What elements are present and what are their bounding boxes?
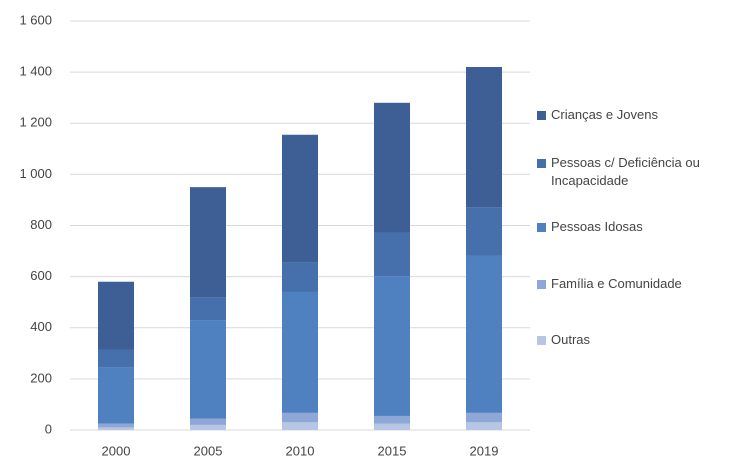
bar-segment — [466, 412, 502, 423]
y-tick-label: 800 — [30, 217, 52, 232]
y-tick-label: 400 — [30, 319, 52, 334]
x-tick-label: 2000 — [102, 443, 131, 458]
bar-segment — [282, 422, 318, 430]
legend-swatch — [537, 336, 546, 345]
legend-swatch — [537, 159, 546, 168]
legend-item: Família e Comunidade — [537, 275, 732, 293]
bar-segment — [282, 262, 318, 292]
legend-swatch — [537, 280, 546, 289]
bar-segment — [190, 187, 226, 298]
bar-segment — [466, 207, 502, 256]
bar-segment — [98, 349, 134, 368]
bar-segment — [282, 291, 318, 413]
x-tick-label: 2019 — [470, 443, 499, 458]
bar-segment — [190, 320, 226, 419]
legend-label: Crianças e Jovens — [551, 107, 658, 122]
legend-label: Pessoas c/ Deficiência ou Incapacidade — [551, 155, 700, 188]
bar-segment — [98, 281, 134, 350]
legend-label: Família e Comunidade — [551, 276, 682, 291]
bar-segment — [98, 423, 134, 428]
x-tick-label: 2015 — [378, 443, 407, 458]
legend-item: Pessoas c/ Deficiência ou Incapacidade — [537, 154, 732, 190]
bar-segment — [98, 367, 134, 424]
bar-segment — [190, 418, 226, 425]
bar-segment — [374, 232, 410, 277]
bar-segment — [466, 67, 502, 208]
legend-swatch — [537, 223, 546, 232]
y-tick-label: 0 — [45, 421, 52, 436]
bar-segment — [466, 255, 502, 413]
bar-segment — [466, 422, 502, 430]
y-tick-label: 600 — [30, 268, 52, 283]
legend-item: Outras — [537, 331, 732, 349]
legend-label: Pessoas Idosas — [551, 219, 643, 234]
legend-label: Outras — [551, 332, 591, 347]
y-tick-label: 1 600 — [19, 12, 52, 27]
y-tick-label: 1 400 — [19, 64, 52, 79]
bar-segment — [190, 424, 226, 430]
bar-segment — [282, 134, 318, 263]
x-tick-label: 2010 — [286, 443, 315, 458]
bar-segment — [190, 297, 226, 321]
bar-segment — [282, 412, 318, 423]
y-tick-label: 1 200 — [19, 115, 52, 130]
legend-item: Pessoas Idosas — [537, 218, 732, 236]
bar-segment — [374, 276, 410, 416]
bar-segment — [374, 102, 410, 233]
legend-swatch — [537, 111, 546, 120]
legend-item: Crianças e Jovens — [537, 106, 732, 124]
bar-segment — [374, 423, 410, 430]
bar-segment — [98, 427, 134, 430]
y-tick-label: 200 — [30, 370, 52, 385]
bar-segment — [374, 415, 410, 424]
x-tick-label: 2005 — [194, 443, 223, 458]
y-tick-label: 1 000 — [19, 166, 52, 181]
